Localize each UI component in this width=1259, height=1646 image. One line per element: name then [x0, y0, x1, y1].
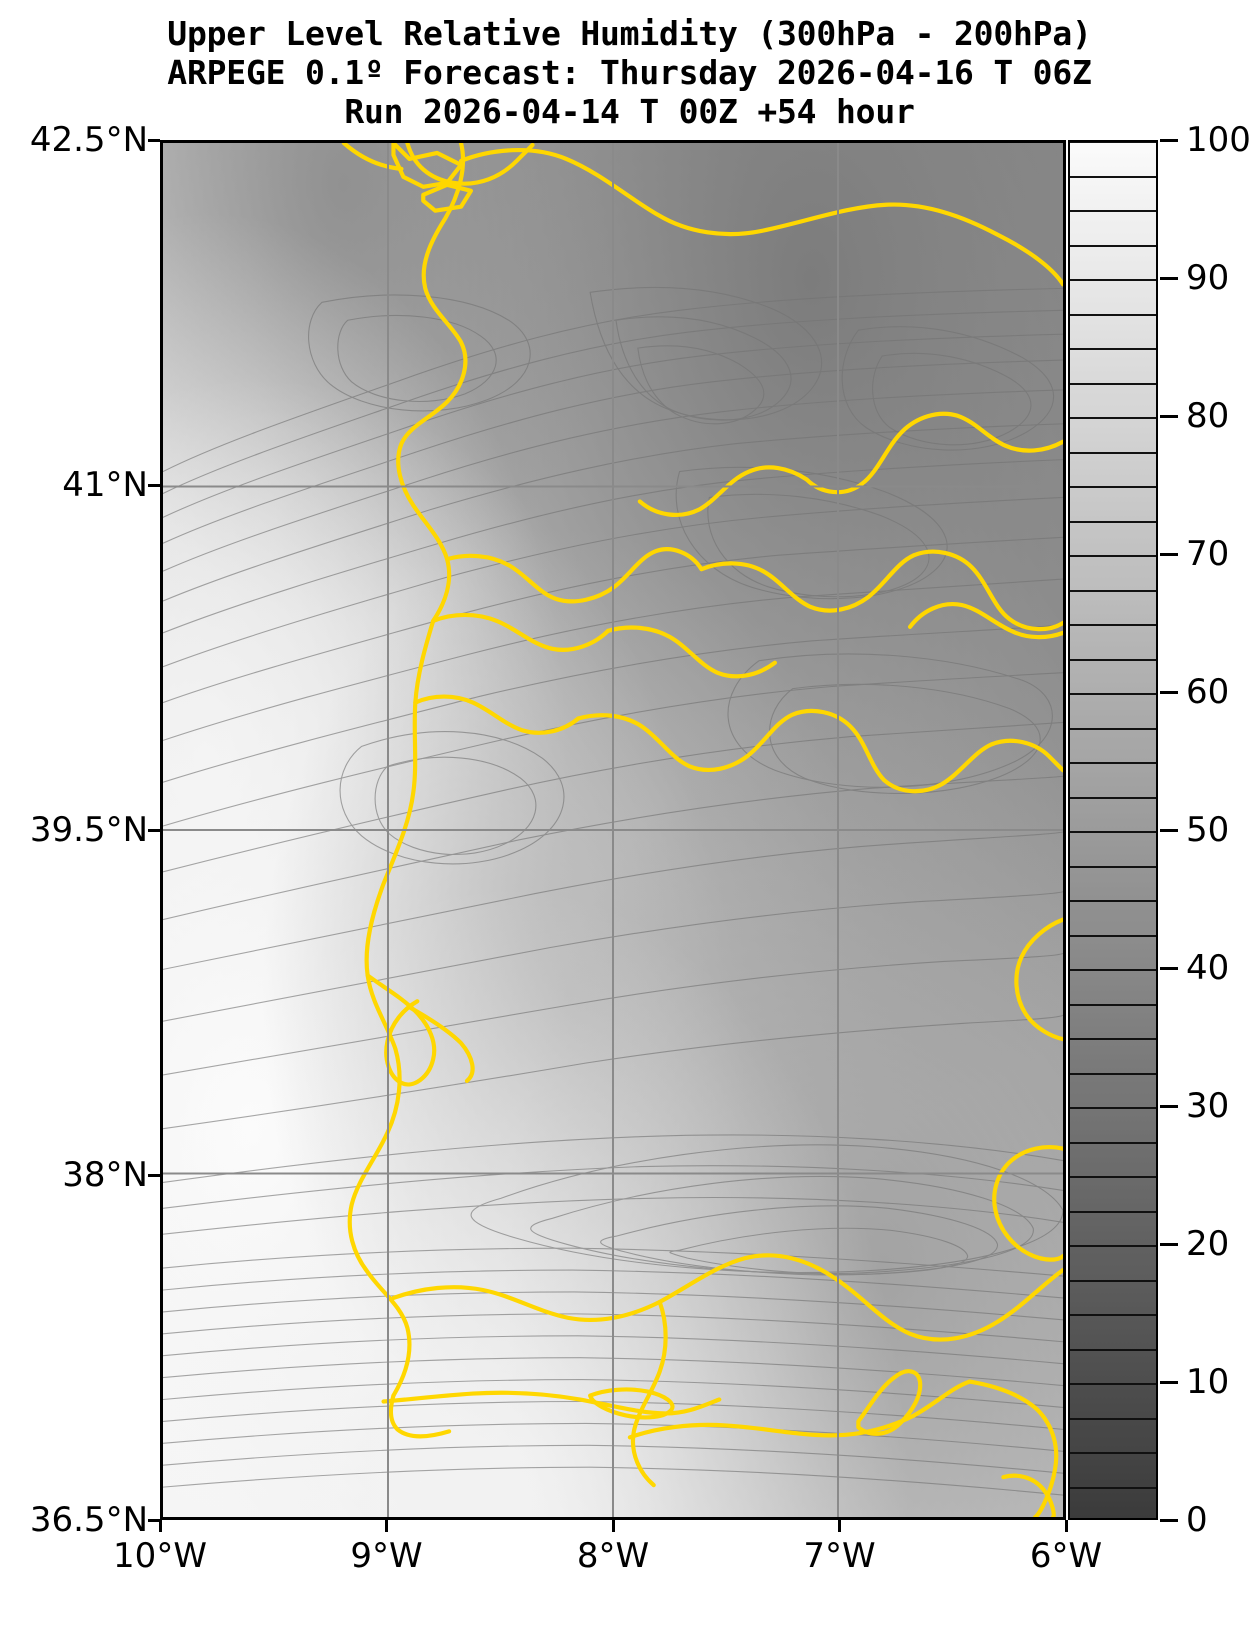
y-tick-mark [148, 1518, 160, 1522]
x-tick-label: 7°W [803, 1536, 876, 1576]
x-tick-mark [385, 1520, 388, 1532]
colorbar-minor-tick [1070, 142, 1156, 143]
colorbar-tick-label: 20 [1186, 1224, 1230, 1264]
colorbar-minor-tick [1070, 313, 1156, 316]
colorbar-tick-label: 90 [1186, 258, 1230, 298]
colorbar-minor-tick [1070, 589, 1156, 592]
x-tick-mark [838, 1520, 841, 1532]
x-tick-label: 6°W [1029, 1536, 1103, 1576]
x-tick-mark [611, 1520, 615, 1532]
colorbar-tick-label: 70 [1186, 534, 1230, 574]
colorbar-minor-tick [1070, 1314, 1156, 1316]
colorbar-tick-label: 80 [1186, 396, 1230, 436]
x-tick-label: 8°W [576, 1536, 650, 1576]
colorbar-minor-tick [1070, 1072, 1156, 1075]
y-tick-label: 38°N [62, 1155, 148, 1195]
colorbar-minor-tick [1070, 831, 1156, 833]
colorbar-minor-tick [1070, 451, 1156, 454]
colorbar-minor-tick [1070, 658, 1156, 661]
colorbar-minor-tick [1070, 969, 1156, 971]
colorbar-minor-tick [1070, 693, 1156, 695]
colorbar-minor-tick [1070, 1038, 1156, 1040]
y-tick-mark [148, 828, 160, 832]
title-line-3: Run 2026-04-14 T 00Z +54 hour [344, 92, 915, 131]
humidity-field [163, 143, 1063, 1517]
x-tick-label: 10°W [113, 1536, 207, 1576]
colorbar-minor-tick [1070, 1245, 1156, 1247]
colorbar-tick-mark [1160, 552, 1178, 556]
map-plot-area[interactable] [160, 140, 1066, 1520]
colorbar-minor-tick [1070, 417, 1156, 419]
colorbar-tick-mark [1160, 1518, 1178, 1522]
colorbar-minor-tick [1070, 1417, 1156, 1420]
colorbar-minor-tick [1070, 1348, 1156, 1351]
colorbar-minor-tick [1070, 624, 1156, 626]
y-tick-label: 41°N [62, 465, 148, 505]
colorbar-minor-tick [1070, 244, 1156, 247]
colorbar[interactable] [1068, 140, 1158, 1520]
colorbar-tick-mark [1160, 828, 1178, 832]
y-tick-mark [148, 1173, 160, 1177]
title-line-1: Upper Level Relative Humidity (300hPa - … [167, 14, 1092, 53]
colorbar-minor-tick [1070, 1452, 1156, 1454]
colorbar-tick-label: 50 [1186, 810, 1230, 850]
colorbar-minor-tick [1070, 210, 1156, 212]
colorbar-tick-mark [1160, 1104, 1178, 1108]
colorbar-tick-label: 60 [1186, 672, 1230, 712]
colorbar-minor-tick [1070, 934, 1156, 937]
colorbar-minor-tick [1070, 348, 1156, 350]
colorbar-tick-label: 100 [1186, 120, 1251, 160]
colorbar-minor-tick [1070, 865, 1156, 868]
colorbar-minor-tick [1070, 1383, 1156, 1385]
colorbar-minor-tick [1070, 555, 1156, 557]
colorbar-minor-tick [1070, 1003, 1156, 1006]
colorbar-tick-label: 10 [1186, 1362, 1230, 1402]
colorbar-minor-tick [1070, 1141, 1156, 1144]
colorbar-minor-tick [1070, 1107, 1156, 1109]
colorbar-tick-mark [1160, 1242, 1178, 1246]
title-line-2: ARPEGE 0.1º Forecast: Thursday 2026-04-1… [167, 53, 1092, 92]
colorbar-minor-tick [1070, 520, 1156, 523]
colorbar-tick-mark [1160, 966, 1178, 970]
graticule [163, 143, 1063, 1517]
colorbar-minor-tick [1070, 175, 1156, 178]
y-tick-label: 39.5°N [29, 810, 148, 850]
x-tick-mark [1064, 1520, 1068, 1532]
colorbar-minor-tick [1070, 279, 1156, 281]
colorbar-tick-label: 0 [1186, 1500, 1208, 1540]
x-tick-label: 9°W [350, 1536, 423, 1576]
colorbar-minor-tick [1070, 762, 1156, 764]
colorbar-minor-tick [1070, 796, 1156, 799]
humidity-raster [163, 143, 1063, 1517]
colorbar-minor-tick [1070, 1279, 1156, 1282]
colorbar-minor-tick [1070, 900, 1156, 902]
colorbar-tick-mark [1160, 690, 1178, 694]
y-tick-label: 36.5°N [29, 1500, 148, 1540]
y-tick-mark [148, 483, 160, 487]
colorbar-tick-mark [1160, 276, 1178, 280]
y-tick-label: 42.5°N [29, 120, 148, 160]
colorbar-tick-mark [1160, 138, 1178, 142]
colorbar-tick-mark [1160, 414, 1178, 418]
colorbar-tick-mark [1160, 1380, 1178, 1384]
y-tick-mark [148, 138, 160, 142]
colorbar-minor-tick [1070, 1486, 1156, 1489]
contour-lines [163, 286, 1063, 1496]
chart-title-block: Upper Level Relative Humidity (300hPa - … [0, 0, 1259, 131]
colorbar-tick-label: 30 [1186, 1086, 1230, 1126]
coastline-border-overlay [341, 143, 1063, 1517]
colorbar-tick-label: 40 [1186, 948, 1230, 988]
colorbar-gradient [1070, 142, 1156, 1518]
colorbar-minor-tick [1070, 382, 1156, 385]
colorbar-minor-tick [1070, 1176, 1156, 1178]
colorbar-minor-tick [1070, 1210, 1156, 1213]
colorbar-minor-tick [1070, 727, 1156, 730]
x-tick-mark [158, 1520, 162, 1532]
colorbar-minor-tick [1070, 486, 1156, 488]
